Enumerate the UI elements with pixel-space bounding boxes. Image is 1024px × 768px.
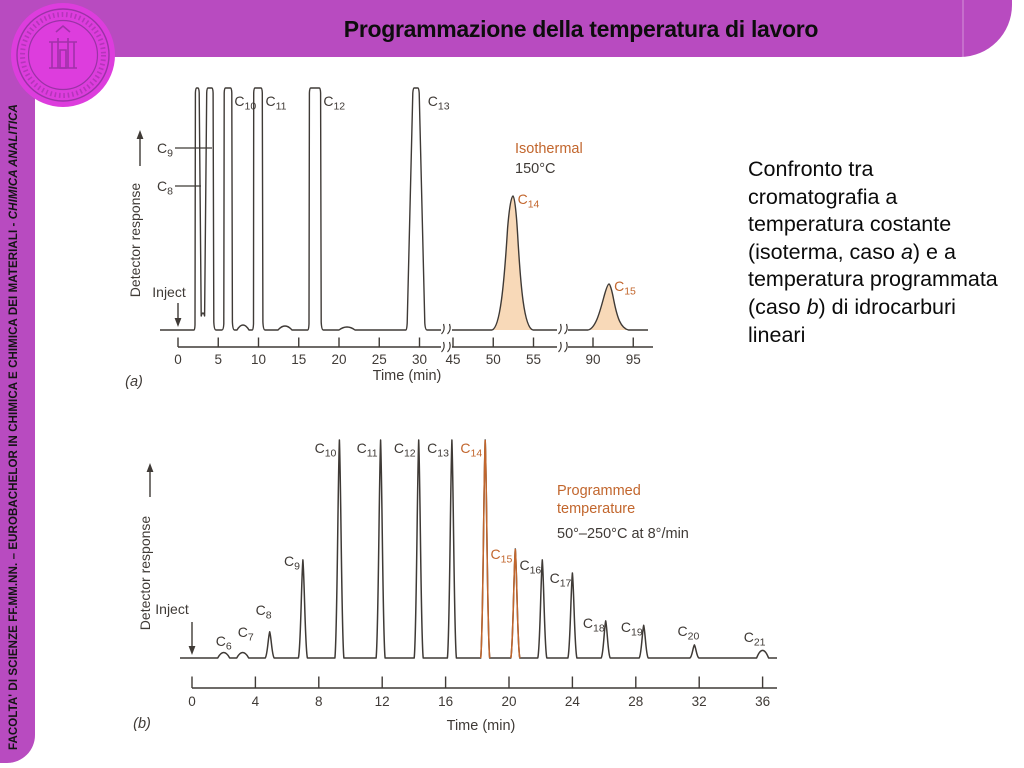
y-axis-label-a: Detector response (127, 183, 143, 298)
caption-segment: ) e a temperatura programmata (caso (748, 239, 998, 319)
axis-break-mark (441, 323, 451, 335)
x-tick-label-a: 20 (331, 352, 346, 367)
annotation-programmed: Programmed (557, 483, 641, 499)
annotation-temperature: temperature (557, 501, 635, 517)
x-tick-label-b: 8 (315, 694, 323, 709)
x-tick-label-a: 5 (214, 352, 222, 367)
x-tick-label-b: 16 (438, 694, 453, 709)
peak-label-c6: C6 (216, 633, 232, 653)
x-tick-label-a: 45 (445, 352, 460, 367)
y-axis-arrow-icon (146, 463, 154, 497)
x-axis-b: 0 4 8 12 16 20 24 28 32 36 (188, 676, 777, 709)
seal-outer-ring (16, 8, 110, 102)
axis-break-mark (441, 341, 451, 353)
x-tick-label-a: 0 (174, 352, 182, 367)
caption-segment: Confronto tra cromatografia a temperatur… (748, 157, 952, 264)
x-tick-label-b: 28 (628, 694, 643, 709)
peak-label-c15: C15 (491, 546, 513, 566)
x-tick-label-a: 50 (486, 352, 501, 367)
x-tick-label-a: 90 (585, 352, 600, 367)
chromatogram-a-isothermal: Detector response Inject 0 5 10 15 20 25 30 45 50 5… (125, 87, 653, 390)
trace-b-highlight-c14 (479, 439, 491, 659)
peak-label-c10: C10 (234, 93, 256, 113)
axis-break-mark (558, 323, 568, 335)
trace-b-highlight-c15 (510, 548, 521, 659)
peak-label-c14: C14 (518, 191, 540, 211)
peak-label-c20: C20 (678, 623, 700, 643)
x-tick-label-b: 24 (565, 694, 581, 709)
x-tick-label-a: 15 (291, 352, 306, 367)
chromatogram-b-programmed: Detector response Inject 0 4 8 12 16 20 24 28 32 36… (133, 439, 777, 734)
peak-label-c12: C12 (394, 440, 416, 460)
peak-label-c9: C9 (284, 553, 300, 573)
header-bar: Programmazione della temperatura di lavo… (0, 0, 1012, 57)
x-tick-label-b: 20 (501, 694, 516, 709)
x-axis-title-b: Time (min) (447, 718, 516, 734)
caption-segment: a (900, 239, 913, 264)
peak-label-c17: C17 (550, 570, 572, 590)
peak-label-c7: C7 (238, 624, 254, 644)
x-axis-title-a: Time (min) (373, 368, 442, 384)
x-tick-label-a: 30 (412, 352, 427, 367)
peak-fill-c14 (492, 196, 533, 330)
caption-text: Confronto tra cromatografia a temperatur… (748, 156, 1004, 349)
peak-label-c8: C8 (256, 602, 272, 622)
y-axis-label-b: Detector response (137, 516, 153, 631)
annotation-isothermal: Isothermal (515, 141, 583, 157)
peak-label-c13: C13 (427, 440, 449, 460)
peak-label-c19: C19 (621, 619, 643, 639)
header-seam-divider (962, 0, 964, 57)
peak-label-c21: C21 (744, 629, 766, 649)
sidebar-bar (0, 0, 35, 763)
x-tick-label-b: 0 (188, 694, 196, 709)
annotation-ramp-rate: 50°–250°C at 8°/min (557, 526, 689, 542)
y-axis-arrow-icon (136, 130, 144, 166)
university-seal-logo (11, 3, 115, 107)
peak-label-c9: C9 (157, 140, 173, 160)
peak-label-c8: C8 (157, 178, 173, 198)
x-tick-label-a: 25 (372, 352, 387, 367)
panel-label-a: (a) (125, 374, 143, 390)
x-tick-label-b: 12 (375, 694, 390, 709)
x-tick-label-a: 10 (251, 352, 266, 367)
peak-label-c11: C11 (266, 93, 287, 113)
peak-label-c11: C11 (357, 440, 378, 460)
x-axis-a: 0 5 10 15 20 25 30 45 50 55 90 95 (174, 337, 653, 367)
x-tick-label-b: 36 (755, 694, 770, 709)
seal-emblem (49, 24, 77, 69)
axis-break-mark (558, 341, 568, 353)
seal-lettering-ring (20, 12, 106, 98)
x-tick-label-b: 4 (252, 694, 260, 709)
x-tick-label-a: 95 (626, 352, 641, 367)
x-tick-label-a: 55 (526, 352, 541, 367)
trace-a-segment-3 (568, 283, 648, 331)
panel-label-b: (b) (133, 716, 151, 732)
peak-label-c12: C12 (323, 93, 345, 113)
peak-label-c16: C16 (519, 557, 541, 577)
x-tick-label-b: 32 (692, 694, 707, 709)
sidebar-text-main: FACOLTA' DI SCIENZE FF.MM.NN. – EUROBACH… (8, 219, 20, 750)
slide-title: Programmazione della temperatura di lavo… (343, 16, 819, 42)
caption-segment: ) di idrocarburi lineari (748, 294, 956, 347)
inject-arrow-icon (188, 622, 196, 655)
peak-label-c14: C14 (460, 440, 482, 460)
caption-segment: b (806, 294, 819, 319)
inject-arrow-icon (174, 303, 182, 327)
seal-disc (11, 3, 115, 107)
trace-a-segment-1 (160, 87, 441, 331)
peak-label-c15: C15 (614, 278, 636, 298)
peak-label-c10: C10 (315, 440, 337, 460)
seal-inner-ring (27, 19, 99, 91)
sidebar-course-text: FACOLTA' DI SCIENZE FF.MM.NN. – EUROBACH… (8, 104, 32, 750)
inject-label-b: Inject (155, 601, 189, 617)
trace-b (180, 439, 777, 659)
peak-label-c18: C18 (583, 615, 605, 635)
peak-label-c13: C13 (428, 93, 450, 113)
inject-label-a: Inject (152, 284, 186, 300)
annotation-temp-150: 150°C (515, 161, 555, 177)
trace-a-segment-2 (452, 195, 557, 331)
